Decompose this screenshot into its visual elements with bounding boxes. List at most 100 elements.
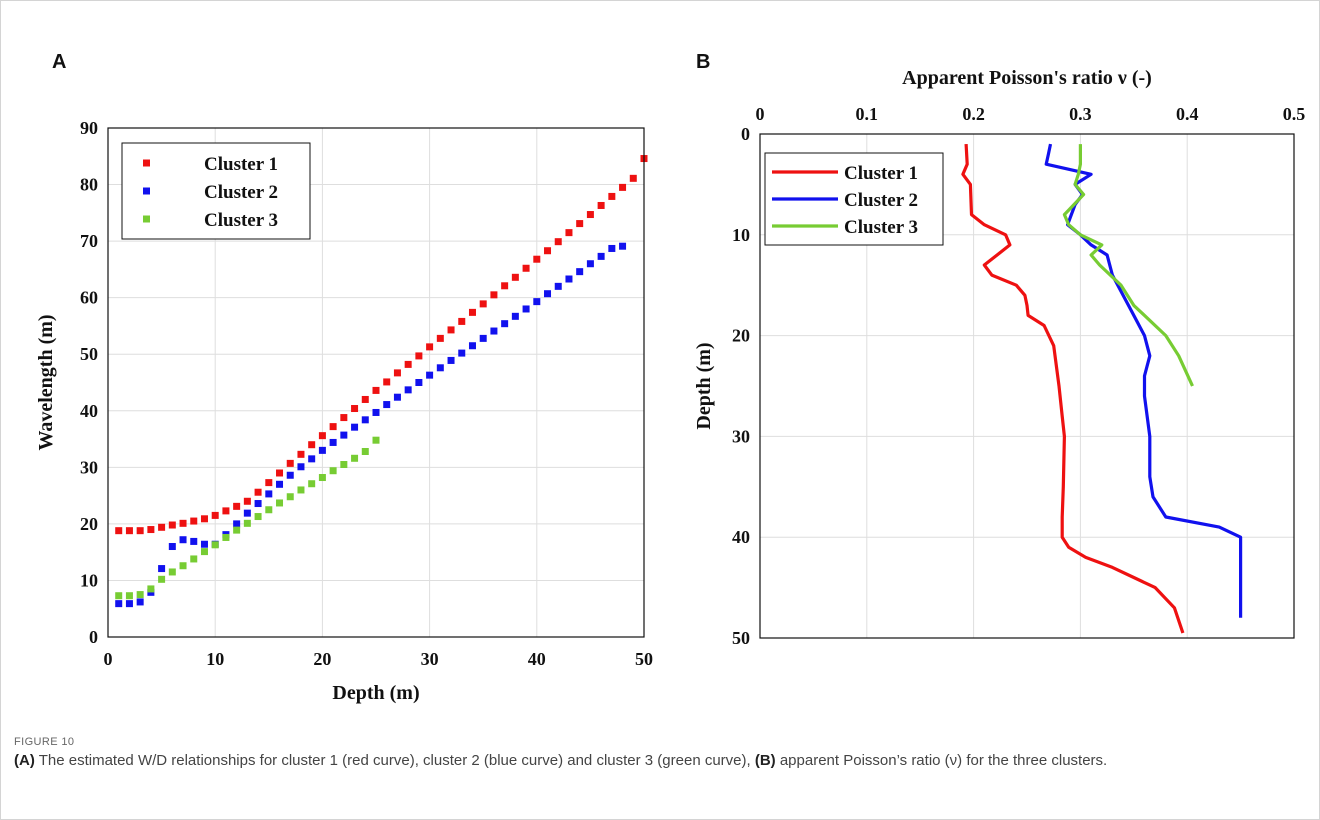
a-legend-marker-1 [143, 159, 150, 167]
b-legend-label-2: Cluster 2 [844, 190, 918, 211]
a-legend-marker-3 [143, 215, 150, 223]
a-point-cluster3 [254, 513, 262, 521]
a-point-cluster3 [265, 506, 273, 514]
a-point-cluster2 [447, 356, 455, 364]
a-point-cluster2 [361, 416, 369, 424]
a-legend-marker-2 [143, 187, 150, 195]
a-point-cluster1 [115, 527, 123, 535]
a-legend-label-1: Cluster 1 [204, 154, 278, 175]
a-point-cluster2 [522, 305, 530, 313]
a-point-cluster1 [233, 502, 241, 510]
a-point-cluster2 [276, 480, 284, 488]
a-point-cluster3 [136, 591, 144, 599]
a-point-cluster1 [265, 479, 273, 487]
a-y-tick-label: 0 [89, 627, 98, 647]
a-point-cluster2 [586, 260, 594, 268]
a-y-tick-label: 50 [80, 344, 98, 364]
b-line-cluster2 [1044, 143, 1243, 618]
a-point-cluster1 [158, 523, 166, 531]
a-point-cluster1 [200, 515, 208, 523]
a-point-cluster2 [318, 446, 326, 454]
a-point-cluster3 [361, 447, 369, 455]
a-point-cluster3 [158, 575, 166, 583]
b-line-cluster3 [1062, 144, 1194, 387]
b-x-tick-label: 0.1 [856, 104, 879, 124]
a-point-cluster1 [297, 450, 305, 458]
a-point-cluster1 [340, 414, 348, 422]
a-point-cluster1 [619, 183, 627, 191]
a-point-cluster1 [576, 220, 584, 228]
a-point-cluster2 [200, 540, 208, 548]
a-point-cluster3 [211, 541, 219, 549]
figure-caption-label: FIGURE 10 [14, 736, 75, 748]
a-point-cluster2 [533, 298, 541, 306]
a-point-cluster1 [286, 459, 294, 467]
figure-canvas: A 0 10 20 30 40 50 0 10 20 30 40 50 60 70 80 90 Depth (… [35, 51, 1305, 704]
a-point-cluster3 [125, 592, 133, 600]
a-point-cluster1 [629, 174, 637, 182]
caption-b-text: apparent Poisson’s ratio (ν) for the thr… [775, 752, 1108, 769]
a-point-cluster1 [179, 519, 187, 527]
a-point-cluster1 [372, 386, 380, 394]
figure-caption-text: (A) The estimated W/D relationships for … [14, 752, 1107, 769]
a-point-cluster1 [522, 264, 530, 272]
a-point-cluster2 [511, 312, 519, 320]
a-x-tick-label: 40 [528, 649, 546, 669]
a-point-cluster1 [190, 517, 198, 525]
a-point-cluster1 [254, 488, 262, 496]
b-legend-label-1: Cluster 1 [844, 163, 918, 184]
a-point-cluster3 [297, 486, 305, 494]
a-point-cluster3 [340, 461, 348, 469]
a-y-tick-label: 20 [80, 514, 98, 534]
a-point-cluster2 [490, 327, 498, 335]
a-point-cluster3 [222, 533, 230, 541]
panel-a-letter: A [52, 51, 66, 73]
a-point-cluster1 [383, 378, 391, 386]
a-point-cluster1 [276, 469, 284, 477]
caption-a-text: The estimated W/D relationships for clus… [34, 752, 755, 769]
a-point-cluster2 [597, 252, 605, 260]
a-point-cluster1 [393, 369, 401, 377]
a-point-cluster2 [415, 379, 423, 386]
a-point-cluster2 [233, 520, 241, 528]
a-point-cluster2 [393, 393, 401, 401]
a-point-cluster2 [168, 543, 176, 551]
a-point-cluster2 [297, 463, 305, 471]
b-line-cluster1 [961, 144, 1185, 634]
a-point-cluster2 [340, 431, 348, 439]
a-y-tick-label: 30 [80, 457, 98, 477]
a-point-cluster1 [511, 273, 519, 281]
a-point-cluster1 [351, 405, 359, 413]
caption-b-tag: (B) [754, 752, 776, 769]
a-point-cluster3 [179, 562, 187, 570]
a-x-tick-label: 10 [206, 649, 224, 669]
a-point-cluster2 [436, 364, 444, 372]
panel-a-x-axis-label: Depth (m) [332, 682, 419, 704]
a-point-cluster2 [565, 275, 573, 283]
a-point-cluster1 [404, 360, 412, 368]
a-point-cluster1 [168, 521, 176, 529]
a-point-cluster1 [426, 343, 434, 351]
a-point-cluster1 [329, 423, 337, 431]
a-point-cluster3 [115, 592, 123, 600]
a-point-cluster2 [619, 242, 627, 250]
b-y-tick-label: 50 [732, 628, 750, 648]
a-legend-label-3: Cluster 3 [204, 210, 278, 231]
a-y-tick-label: 60 [80, 288, 98, 308]
a-point-cluster2 [190, 537, 198, 545]
a-point-cluster1 [436, 334, 444, 342]
a-point-cluster2 [243, 509, 251, 517]
a-point-cluster2 [136, 598, 144, 606]
a-x-tick-label: 30 [421, 649, 439, 669]
a-point-cluster2 [608, 244, 616, 252]
a-x-tick-label: 0 [104, 649, 113, 669]
a-point-cluster1 [211, 511, 219, 519]
a-point-cluster1 [479, 300, 487, 308]
a-point-cluster1 [125, 527, 133, 535]
a-point-cluster1 [243, 497, 251, 505]
a-point-cluster2 [329, 438, 337, 446]
a-point-cluster2 [404, 386, 412, 394]
a-point-cluster1 [565, 229, 573, 237]
a-point-cluster3 [243, 519, 251, 527]
